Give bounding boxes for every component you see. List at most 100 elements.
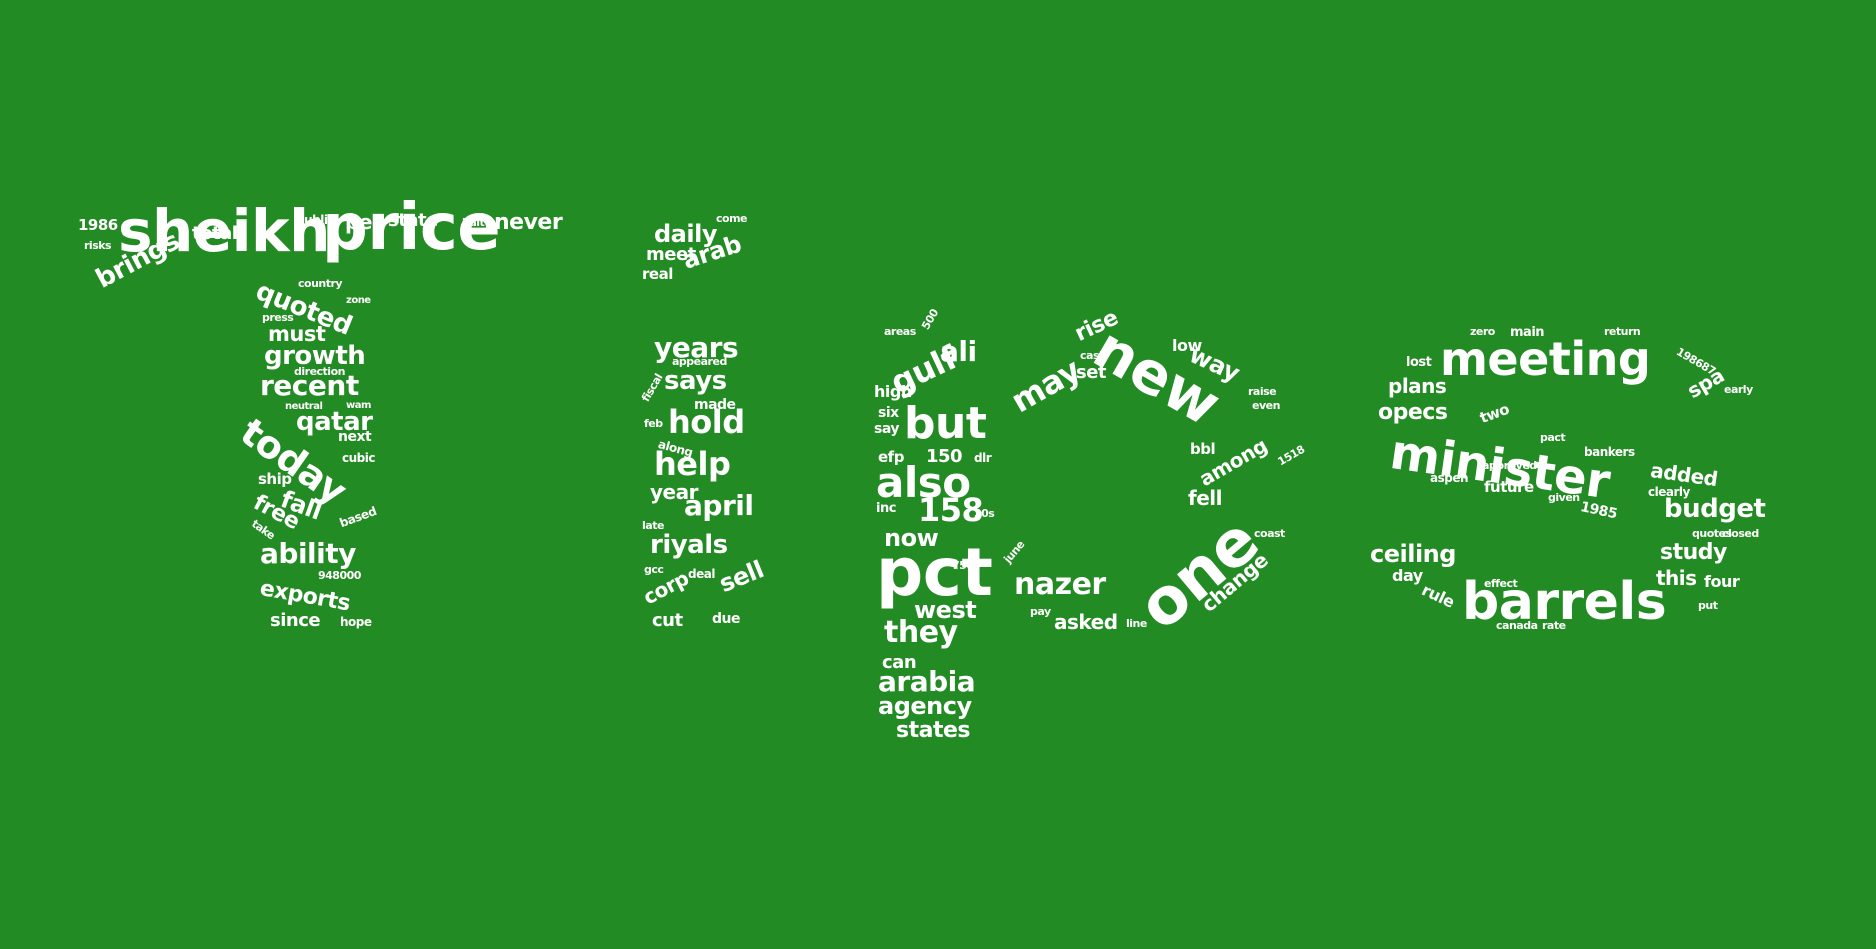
cloud-word: total	[192, 223, 238, 244]
cloud-word: return	[1604, 325, 1641, 338]
cloud-word: press	[262, 311, 294, 324]
cloud-word: based	[337, 504, 379, 531]
cloud-word: fiscal	[639, 371, 666, 404]
cloud-word: cut	[652, 610, 683, 631]
cloud-word: due	[712, 611, 740, 627]
cloud-word: 150	[926, 446, 963, 467]
cloud-word: set	[1076, 362, 1107, 383]
cloud-word: cubic	[342, 451, 375, 465]
cloud-word: meeting	[1440, 332, 1651, 386]
cloud-word: years	[654, 331, 739, 364]
cloud-word: 1518	[1275, 442, 1307, 469]
cloud-word: agency	[878, 692, 972, 720]
cloud-word: 1986	[78, 216, 118, 234]
cloud-word: made	[694, 397, 736, 413]
cloud-word: halt	[462, 216, 485, 229]
cloud-word: also	[876, 458, 971, 507]
cloud-word: 158	[918, 491, 984, 529]
cloud-word: rule	[1418, 580, 1458, 612]
cloud-word: pay	[1030, 605, 1051, 618]
cloud-word: zone	[346, 295, 371, 306]
cloud-word: may	[1004, 350, 1087, 421]
cloud-word: areas	[884, 325, 916, 338]
cloud-word: six	[878, 405, 899, 421]
cloud-word: daily	[654, 220, 717, 248]
cloud-word: can	[882, 652, 917, 673]
cloud-word: bankers	[1584, 445, 1635, 459]
cloud-word: ceiling	[1370, 540, 1456, 568]
cloud-word: bbl	[1190, 440, 1216, 458]
cloud-word: future	[1484, 478, 1534, 496]
cloud-word: public	[296, 213, 335, 227]
cloud-word: asked	[1054, 610, 1118, 634]
cloud-word: cash	[1080, 349, 1107, 362]
cloud-word: hope	[340, 615, 372, 629]
cloud-word: they	[884, 615, 958, 650]
cloud-word: growth	[264, 341, 366, 371]
cloud-word: approved	[1482, 459, 1537, 472]
cloud-word: study	[1660, 540, 1727, 565]
cloud-word: 948000	[318, 569, 361, 582]
cloud-word: neutral	[285, 401, 323, 412]
cloud-word: gcc	[644, 563, 664, 576]
cloud-word: aspen	[1430, 471, 1469, 485]
cloud-word: closed	[1722, 527, 1759, 540]
cloud-word: zero	[1470, 325, 1495, 338]
cloud-word: put	[1698, 599, 1718, 612]
cloud-word: 500	[919, 306, 942, 332]
cloud-word: since	[270, 610, 321, 631]
cloud-word: next	[338, 429, 372, 445]
cloud-word: inc	[876, 501, 896, 516]
cloud-word: barrels	[1462, 572, 1667, 632]
cloud-word: per	[345, 210, 382, 234]
cloud-word: say	[874, 421, 899, 437]
cloud-word: deal	[688, 567, 715, 581]
cloud-word: country	[298, 277, 343, 290]
cloud-word: meet	[646, 244, 696, 265]
cloud-word: ability	[260, 537, 356, 570]
cloud-word: arabia	[878, 665, 976, 698]
cloud-word: 20s	[974, 507, 995, 520]
cloud-word: day	[1392, 566, 1423, 585]
cloud-word: wam	[346, 400, 371, 411]
cloud-word: direction	[294, 365, 345, 378]
cloud-word: year	[650, 480, 698, 504]
cloud-word: price	[322, 191, 501, 265]
cloud-word: lost	[1406, 355, 1432, 370]
cloud-word: appeared	[672, 355, 727, 368]
cloud-word: help	[654, 445, 731, 483]
cloud-word: quotes	[1692, 527, 1732, 540]
cloud-word: west	[914, 596, 977, 624]
cloud-word: spa	[1683, 363, 1729, 404]
cloud-word: four	[1704, 572, 1740, 591]
cloud-word: efp	[878, 448, 904, 466]
cloud-word: line	[1126, 617, 1147, 630]
cloud-word: but	[904, 398, 987, 449]
cloud-word: raise	[1248, 385, 1277, 398]
cloud-word: recent	[260, 369, 359, 402]
cloud-word: qatar	[296, 407, 373, 437]
cloud-word: sheikh	[118, 197, 330, 265]
cloud-word: hold	[668, 403, 745, 441]
cloud-word: coast	[1254, 527, 1285, 540]
cloud-word: pact	[1540, 431, 1566, 444]
cloud-word: two	[1477, 399, 1512, 428]
cloud-word: risks	[84, 239, 112, 252]
cloud-word: feb	[644, 417, 663, 430]
cloud-word: pct	[876, 534, 993, 611]
cloud-word: dlr	[974, 451, 992, 465]
cloud-word: ali	[940, 335, 977, 368]
cloud-word: high	[874, 382, 912, 401]
cloud-word: now	[884, 524, 939, 552]
cloud-word: rate	[1542, 619, 1566, 632]
cloud-word: states	[896, 718, 971, 743]
cloud-word: clearly	[1648, 485, 1690, 499]
cloud-word: given	[1548, 491, 1580, 504]
cloud-word: canada	[1496, 619, 1538, 632]
cloud-word: main	[1510, 325, 1545, 340]
cloud-word: effect	[1484, 577, 1518, 590]
cloud-word: come	[716, 212, 748, 225]
cloud-word: april	[684, 489, 754, 522]
cloud-word: 750	[952, 559, 974, 572]
